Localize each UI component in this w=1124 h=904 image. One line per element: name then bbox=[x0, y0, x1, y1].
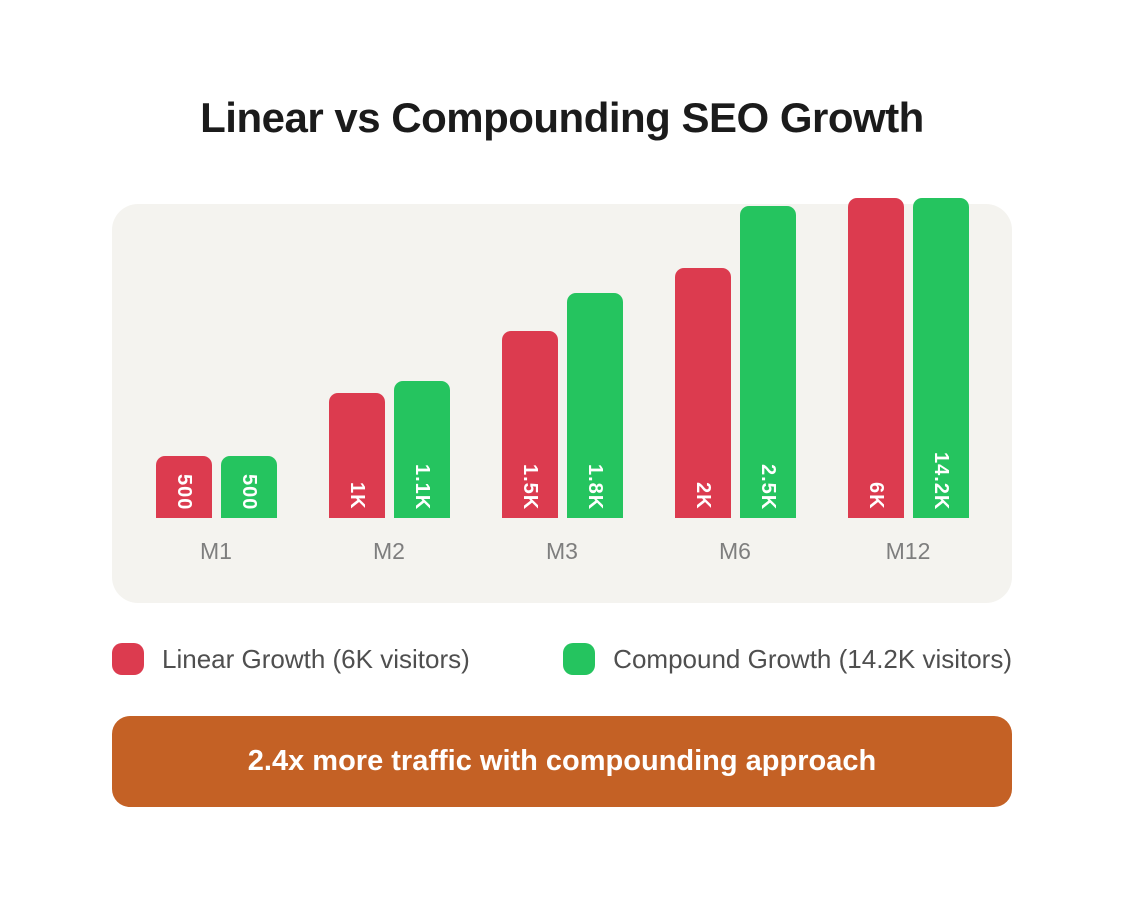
category-label-m2: M2 bbox=[373, 538, 405, 564]
legend-swatch-compound-icon bbox=[563, 643, 596, 675]
bar-group-m12: 6K 14.2K bbox=[847, 198, 969, 518]
bar-compound-growth-m6: 2.5K bbox=[739, 205, 796, 518]
legend-item-linear: Linear Growth (6K visitors) bbox=[112, 643, 470, 675]
category-label-m6: M6 bbox=[719, 538, 751, 564]
bar-value-label-linear-growth-m3: 1.5K bbox=[519, 463, 541, 510]
legend-label-linear: Linear Growth (6K visitors) bbox=[162, 643, 470, 674]
bar-group-m3: 1.5K 1.8K bbox=[501, 293, 623, 518]
bar-group-m1: 500 500 bbox=[155, 455, 277, 518]
bar-compound-growth-m2: 1.1K bbox=[393, 380, 450, 518]
bar-linear-growth-m1: 500 bbox=[155, 455, 212, 518]
bar-group-m6: 2K 2.5K bbox=[674, 205, 796, 518]
bars-area: 500 500 1K 1.1K 1.5K 1.8K 2K 2.5K 6K 14.2K bbox=[112, 198, 1012, 518]
bar-value-label-linear-growth-m6: 2K bbox=[692, 482, 714, 510]
banner-text: 2.4x more traffic with compounding appro… bbox=[247, 745, 877, 777]
bar-value-label-compound-growth-m6: 2.5K bbox=[757, 463, 779, 510]
bar-linear-growth-m12: 6K bbox=[847, 198, 904, 518]
chart-title: Linear vs Compounding SEO Growth bbox=[200, 94, 924, 141]
bar-group-m2: 1K 1.1K bbox=[328, 380, 450, 518]
bar-linear-growth-m6: 2K bbox=[674, 268, 731, 518]
bar-compound-growth-m3: 1.8K bbox=[566, 293, 623, 518]
category-axis: M1 M2 M3 M6 M12 bbox=[112, 539, 1012, 563]
bar-linear-growth-m2: 1K bbox=[328, 393, 385, 518]
bar-value-label-linear-growth-m2: 1K bbox=[346, 482, 368, 510]
legend-item-compound: Compound Growth (14.2K visitors) bbox=[563, 643, 1012, 675]
summary-banner: 2.4x more traffic with compounding appro… bbox=[112, 716, 1012, 807]
legend: Linear Growth (6K visitors) Compound Gro… bbox=[112, 643, 1012, 675]
bar-compound-growth-m1: 500 bbox=[220, 455, 277, 518]
bar-value-label-linear-growth-m1: 500 bbox=[173, 473, 195, 510]
chart-panel: 500 500 1K 1.1K 1.5K 1.8K 2K 2.5K 6K 14.2K M1 M2 M3… bbox=[112, 198, 1012, 603]
legend-swatch-linear-icon bbox=[112, 643, 144, 675]
bar-value-label-compound-growth-m1: 500 bbox=[238, 473, 260, 510]
category-label-m12: M12 bbox=[885, 538, 931, 564]
bar-value-label-linear-growth-m12: 6K bbox=[865, 482, 887, 510]
category-label-m1: M1 bbox=[200, 538, 232, 564]
bar-value-label-compound-growth-m2: 1.1K bbox=[411, 463, 433, 510]
category-label-m3: M3 bbox=[546, 538, 578, 564]
bar-value-label-compound-growth-m12: 14.2K bbox=[930, 451, 952, 510]
bar-linear-growth-m3: 1.5K bbox=[501, 330, 558, 518]
legend-label-compound: Compound Growth (14.2K visitors) bbox=[613, 643, 1012, 674]
bar-value-label-compound-growth-m3: 1.8K bbox=[584, 463, 606, 510]
bar-compound-growth-m12: 14.2K bbox=[912, 198, 969, 518]
